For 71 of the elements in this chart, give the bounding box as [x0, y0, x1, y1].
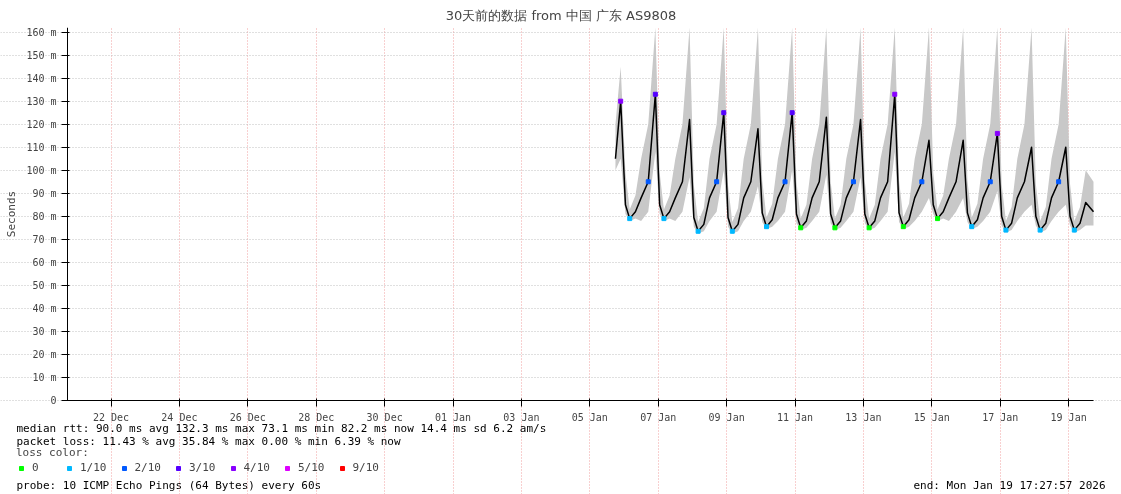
point	[919, 179, 925, 185]
point	[1071, 227, 1077, 233]
y-tick-label: 90 m	[32, 187, 57, 199]
point	[764, 224, 770, 230]
point	[618, 98, 624, 104]
legend-label: 1/10	[80, 461, 107, 474]
point	[695, 228, 701, 234]
point	[1003, 227, 1009, 233]
x-tick-label: 30 Dec	[366, 411, 403, 423]
text: median rtt: 90.0 ms avg 132.3 ms max 73.1 ms min 82.2 ms now 14.4 ms sd 6.2 am/s	[16, 422, 547, 435]
y-tick-label: 100 m	[26, 164, 57, 176]
y-tick-label: 40 m	[32, 302, 57, 314]
point	[900, 224, 906, 230]
point	[789, 110, 795, 116]
y-tick-label: 140 m	[26, 72, 57, 84]
point	[994, 130, 1000, 136]
legend-label: 5/10	[298, 461, 325, 474]
x-tick-label: 24 Dec	[161, 411, 198, 423]
point	[892, 91, 898, 97]
y-tick-label: 0	[50, 395, 57, 406]
point	[969, 224, 975, 230]
x-tick-label: 09 Jan	[708, 411, 745, 423]
y-tick-label: 70 m	[32, 233, 57, 245]
x-tick-label: 22 Dec	[92, 411, 130, 423]
point	[1056, 179, 1062, 185]
text: end: Mon Jan 19 17:27:57 2026	[913, 479, 1106, 493]
point	[714, 179, 720, 185]
point	[661, 216, 667, 222]
y-tick-label: 120 m	[26, 118, 57, 130]
x-tick-label: 05 Jan	[571, 411, 608, 423]
point	[1037, 227, 1043, 233]
y-tick-label: 130 m	[26, 95, 57, 107]
x-tick-label: 19 Jan	[1050, 411, 1087, 423]
x-tick-label: 28 Dec	[298, 411, 335, 423]
text: probe: 10 ICMP Echo Pings (64 Bytes) every 60s	[16, 479, 322, 493]
legend-label: 3/10	[189, 461, 216, 474]
x-tick-label: 03 Jan	[503, 411, 540, 423]
x-tick-label: 15 Jan	[913, 411, 950, 423]
point	[782, 179, 788, 185]
y-tick-label: 160 m	[26, 26, 57, 38]
x-tick-label: 07 Jan	[640, 411, 677, 423]
y-tick-label: 30 m	[32, 325, 57, 337]
point	[798, 225, 804, 231]
x-tick-label: 11 Jan	[776, 411, 814, 423]
y-tick-label: 80 m	[32, 210, 57, 222]
chart-title: 30天前的数据 from 中国 广东 AS9808	[445, 7, 677, 23]
y-tick-label: 60 m	[32, 256, 57, 268]
point	[729, 228, 735, 234]
y-tick-label: 50 m	[32, 279, 57, 291]
point	[627, 216, 633, 222]
y-tick-label: 10 m	[32, 371, 57, 383]
y-axis-title: Seconds	[5, 190, 19, 238]
legend-label: 4/10	[243, 461, 270, 474]
x-tick-label: 26 Dec	[229, 411, 266, 423]
y-tick-label: 20 m	[32, 348, 57, 360]
point	[987, 179, 993, 185]
point	[721, 110, 727, 116]
y-tick-label: 110 m	[26, 141, 57, 153]
x-tick-label: 17 Jan	[982, 411, 1019, 423]
point	[645, 179, 651, 185]
legend-label: 2/10	[134, 461, 161, 474]
legend-label: 9/10	[352, 461, 379, 474]
x-tick-label: 13 Jan	[845, 411, 882, 423]
point	[866, 225, 872, 231]
text: packet loss: 11.43 % avg 35.84 % max 0.00 % min 6.39 % now	[16, 435, 401, 448]
point	[935, 216, 941, 222]
point	[850, 179, 856, 185]
point	[832, 225, 838, 231]
y-tick-label: 150 m	[26, 49, 57, 61]
x-tick-label: 01 Jan	[434, 411, 472, 423]
point	[652, 91, 658, 97]
